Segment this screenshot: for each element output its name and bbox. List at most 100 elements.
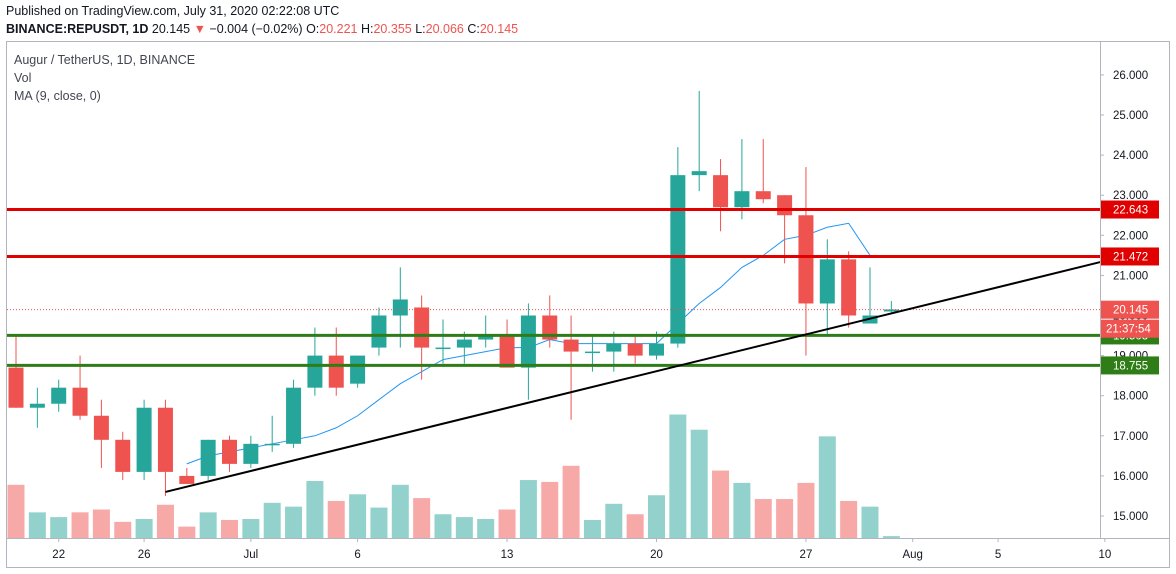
high-value: 20.355 [373,22,412,36]
volume-bar [434,514,452,538]
candle-body [520,315,536,368]
candle-body [777,195,793,216]
volume-bar [263,502,281,538]
change-arrow-icon: ▼ [193,22,206,36]
candle [8,335,24,408]
resistance-tag [1101,200,1159,219]
price-tick-label: 25.000 [1113,110,1148,122]
last-price-tag-label: 20.145 [1113,305,1148,317]
support-tag-label: 18.755 [1113,360,1148,372]
high-label: H: [360,22,374,36]
time-tick-label: 13 [501,549,514,561]
candle [520,303,536,400]
volume-bar [498,509,516,538]
candle [777,195,793,264]
candle-body [478,335,494,340]
time-tick-label: Jul [243,549,258,561]
price-tick-label: 21.000 [1113,270,1148,282]
candle [478,315,494,348]
volume-bar [455,517,473,538]
volume-bar [114,521,132,538]
ohlc-line: BINANCE:REPUSDT, 1D 20.145 ▼ −0.004 (−0.… [6,22,518,36]
price-tick-label: 23.000 [1113,190,1148,202]
plot-area [7,90,1100,538]
low-value: 20.066 [425,22,464,36]
candle [435,319,451,364]
candle [627,335,643,364]
legend-title: Augur / TetherUS, 1D, BINANCE [14,53,196,67]
volume-bar [776,499,794,538]
candle-body [307,355,323,388]
close-value: 20.145 [479,22,519,36]
resistance-tag-label: 21.472 [1113,251,1148,263]
price-tick-label: 18.000 [1113,391,1148,403]
candle-body [200,439,216,476]
volume-bar [306,481,324,538]
close-label: C: [467,22,480,36]
candle-body [542,315,558,340]
time-tick-label: 6 [354,549,360,561]
volume-bar [690,429,708,538]
volume-bar [327,500,345,538]
candle-body [606,343,622,352]
candle-body [755,191,771,200]
time-tick-label: 22 [52,549,65,561]
volume-bar [669,414,687,538]
candle [93,399,109,468]
volume-bar [92,509,110,538]
support-tag [1101,356,1159,375]
time-tick-label: 5 [995,549,1001,561]
countdown-label: 21:37:54 [1106,324,1151,336]
volume-bar [519,480,537,538]
volume-bar [391,484,409,538]
time-tick-label: 27 [800,549,813,561]
candle-body [350,355,366,384]
volume-bar [370,507,388,538]
candle [798,167,814,356]
candle-body [51,387,67,404]
legend-vol: Vol [14,71,32,85]
volume-bar [221,519,238,538]
volume-bar [242,519,260,538]
volume-bar [818,436,836,538]
open-value: 20.221 [319,22,358,36]
candle-body [29,403,45,408]
candle [328,327,344,396]
candle-body [222,439,237,464]
chart-frame[interactable] [6,41,1170,568]
candle-body [499,335,515,368]
price-tick-label: 15.000 [1113,511,1148,523]
candle [200,439,216,480]
candle-body [264,443,280,446]
time-tick-label: 26 [138,549,151,561]
price-tick-label: 22.000 [1113,230,1148,242]
candle [307,327,323,396]
candle-body [734,191,750,208]
candle-body [414,307,430,348]
countdown-tag [1101,319,1159,338]
volume-bar [7,484,25,538]
volume-bar [50,517,68,538]
candle-body [243,443,259,464]
candle-body [8,367,24,408]
volume-bar [413,498,431,538]
candle [883,301,899,313]
candle-body [649,343,664,356]
candle-body [136,407,152,472]
candle-body [584,351,600,354]
trendline [165,261,1100,493]
candle [350,355,366,388]
time-tick-label: 20 [650,549,663,561]
candle [157,399,173,496]
price-tick-label: 26.000 [1113,70,1148,82]
last-price-tag [1101,300,1159,319]
candle-body [328,355,344,388]
volume-bar [626,514,644,538]
volume-bar [733,482,751,538]
volume-bar [840,500,858,538]
candle-body [93,415,109,440]
volume-bar [477,519,495,538]
candle-body [883,309,899,312]
volume-bar [562,465,580,538]
